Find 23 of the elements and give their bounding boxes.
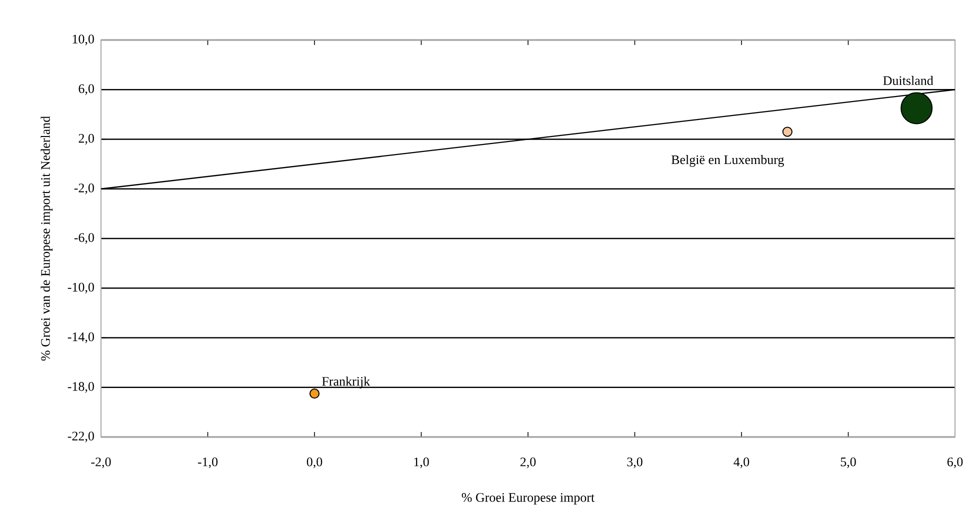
- x-tick-label: 4,0: [734, 458, 750, 468]
- y-tick-label: -2,0: [74, 184, 94, 194]
- x-tick-label: 1,0: [414, 458, 429, 468]
- x-tick-label: 3,0: [627, 458, 642, 468]
- x-axis-title: % Groei Europese import: [462, 493, 595, 504]
- x-tick-label: 2,0: [520, 458, 536, 468]
- x-tick-label: -2,0: [91, 458, 111, 468]
- x-tick-label: 5,0: [840, 458, 856, 468]
- y-tick-label: 2,0: [78, 134, 94, 145]
- x-tick-label: 6,0: [947, 458, 963, 468]
- y-tick-label: 10,0: [72, 34, 94, 46]
- y-tick-label: -10,0: [68, 282, 94, 294]
- x-tick-label: -1,0: [198, 458, 218, 468]
- y-tick-label: -6,0: [74, 233, 94, 244]
- y-axis-title: % Groei van de Europese import uit Nederland: [40, 116, 53, 361]
- series-label: Duitsland: [883, 76, 934, 86]
- series-label: België en Luxemburg: [671, 155, 784, 167]
- x-tick-label: 0,0: [306, 458, 322, 468]
- y-tick-label: -18,0: [68, 382, 94, 393]
- y-tick-label: -22,0: [68, 432, 94, 442]
- y-tick-label: -14,0: [68, 332, 94, 344]
- series-label: Frankrijk: [322, 376, 370, 388]
- y-tick-label: 6,0: [78, 84, 94, 95]
